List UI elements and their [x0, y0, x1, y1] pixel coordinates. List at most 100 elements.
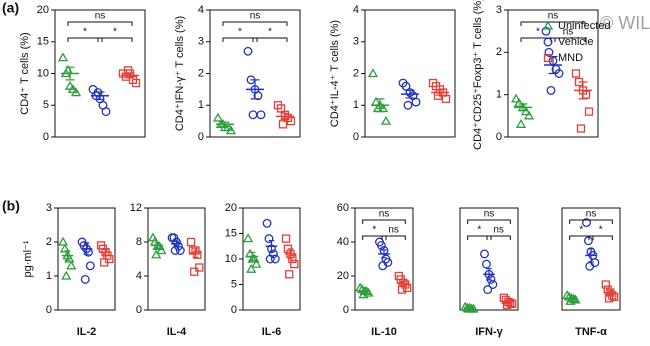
point	[510, 93, 522, 103]
error-bar	[607, 289, 614, 296]
legend-label: MND	[558, 52, 583, 64]
point	[256, 110, 266, 120]
point	[376, 240, 386, 250]
panel-label: (a)	[2, 0, 19, 16]
plot-frame	[364, 9, 456, 138]
error-bar	[375, 98, 385, 113]
y-tick-label: 8	[136, 236, 142, 248]
y-tick-label: 5	[43, 99, 49, 111]
point	[378, 261, 388, 271]
y-tick-label: 0	[46, 304, 52, 316]
error-bar	[435, 89, 445, 96]
plot-frame	[507, 9, 599, 138]
point	[515, 118, 527, 128]
y-tick-label: 4	[353, 4, 359, 16]
point	[67, 84, 79, 94]
y-tick-label: 0	[353, 131, 359, 143]
legend-marker	[542, 20, 554, 30]
error-bar	[64, 250, 71, 261]
point	[270, 254, 280, 264]
point	[576, 124, 586, 133]
point	[286, 116, 296, 126]
point	[242, 233, 254, 243]
significance-label: *	[83, 27, 87, 38]
point	[582, 218, 591, 228]
y-tick-label: 4	[136, 270, 142, 282]
error-bar	[361, 289, 368, 293]
point	[546, 85, 556, 95]
error-bar	[83, 242, 90, 256]
point	[565, 295, 576, 305]
significance-label: ns	[563, 27, 574, 38]
error-bar	[548, 55, 558, 75]
y-tick-label: 3	[353, 36, 359, 48]
y-tick-label: 5	[231, 278, 237, 290]
significance-bracket	[588, 235, 613, 240]
y-tick-label: 3	[46, 202, 52, 214]
significance-label: ns	[95, 11, 106, 22]
point	[290, 259, 299, 269]
y-tick-label: 0	[496, 131, 502, 143]
significance-bracket	[520, 21, 586, 26]
point	[70, 87, 82, 97]
y-tick-label: 1	[198, 99, 204, 111]
point	[285, 270, 294, 279]
point	[253, 91, 263, 101]
point	[193, 250, 202, 259]
y-tick-label: 15	[225, 227, 237, 239]
error-bar	[568, 296, 575, 300]
significance-bracket	[467, 235, 492, 240]
y-tick-label: 0	[343, 304, 349, 316]
y-tick-label: 1	[496, 89, 502, 101]
panel-label: (b)	[2, 198, 20, 214]
error-bar	[102, 248, 109, 256]
error-bar	[250, 79, 260, 100]
significance-label: *	[579, 225, 583, 236]
point	[281, 234, 291, 243]
point	[243, 46, 253, 56]
significance-label: *	[477, 225, 481, 236]
significance-bracket	[520, 37, 556, 42]
point	[584, 107, 594, 116]
point	[101, 107, 111, 117]
significance-bracket	[67, 21, 133, 26]
legend-marker	[543, 37, 553, 47]
error-bar	[505, 300, 512, 304]
y-tick-label: 15	[37, 36, 49, 48]
point	[262, 218, 272, 228]
error-bar	[154, 242, 161, 249]
error-bar	[192, 248, 199, 258]
significance-label: ns	[250, 11, 261, 22]
watermark: © WILEY	[600, 13, 650, 33]
plot-frame	[459, 207, 519, 311]
significance-bracket	[97, 37, 133, 42]
legend-marker	[543, 53, 553, 63]
point	[100, 258, 109, 267]
point	[488, 280, 498, 289]
point	[246, 263, 257, 273]
y-tick-label: 4	[198, 4, 204, 16]
x-axis-label: IL-10	[371, 326, 397, 338]
y-tick-label: 60	[337, 202, 349, 214]
point	[57, 236, 69, 246]
y-tick-label: 3	[198, 36, 204, 48]
legend-label: Uninfected	[558, 20, 611, 32]
plot-frame	[354, 207, 414, 311]
significance-bracket	[362, 235, 387, 240]
significance-bracket	[569, 235, 594, 240]
point	[186, 237, 196, 247]
plot-frame	[147, 207, 206, 311]
point	[156, 245, 167, 255]
significance-bracket	[222, 21, 288, 26]
y-tick-label: 2	[496, 46, 502, 58]
point	[85, 261, 95, 271]
point	[57, 52, 69, 62]
point	[190, 267, 199, 276]
significance-bracket	[381, 235, 406, 240]
error-bar	[486, 268, 492, 281]
point	[403, 100, 413, 110]
point	[264, 234, 274, 244]
significance-bracket	[222, 37, 258, 42]
significance-label: ns	[388, 225, 399, 236]
point	[480, 249, 489, 259]
